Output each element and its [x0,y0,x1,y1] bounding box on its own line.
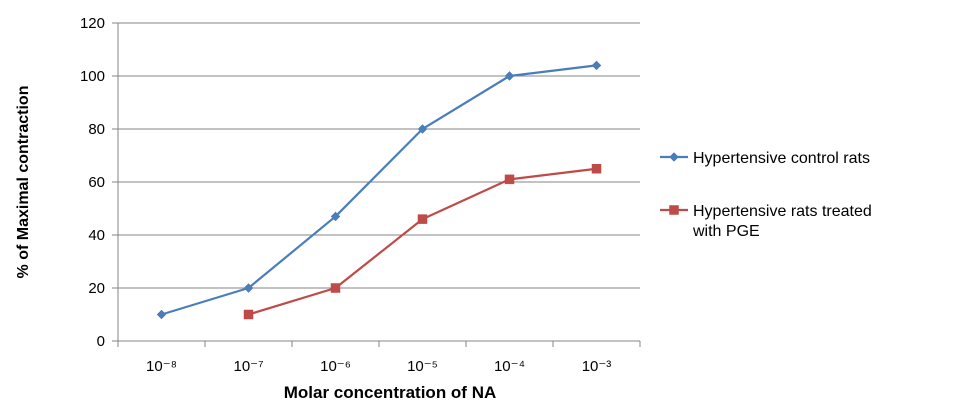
data-point [330,283,341,293]
series-line [161,64,597,316]
data-point [504,174,515,185]
legend-label: Hypertensive rats treated with PGE [692,203,872,240]
x-tick-labels: 10⁻⁸ 10⁻⁷ 10⁻⁶ 10⁻⁵ 10⁻⁴ 10⁻³ [146,358,611,375]
y-tick-label: 0 [97,333,105,350]
legend-item-1: Hypertensive control rats [660,150,870,167]
data-point [504,71,515,81]
data-point [669,205,679,215]
data-point [243,309,254,320]
data-point [417,124,428,134]
data-point [156,309,167,320]
y-tick-label: 20 [88,280,105,297]
legend-label-line: Hypertensive rats treated [693,203,872,220]
series-group [156,60,602,320]
y-tick-label: 100 [80,68,105,85]
y-axis-title: % of Maximal contraction [15,86,32,279]
x-tick-label: 10⁻⁸ [146,358,177,375]
x-tick-label: 10⁻⁷ [233,358,263,375]
series-2 [243,164,602,320]
legend: Hypertensive control rats Hypertensive ra… [660,150,872,240]
y-tick-labels: 0 20 40 60 80 100 120 [80,15,105,350]
data-point [243,283,254,293]
legend-label-line: Hypertensive control rats [693,150,870,167]
data-point [591,164,602,174]
legend-label-line: with PGE [692,223,760,240]
legend-label: Hypertensive control rats [693,150,870,167]
series-1 [156,60,602,320]
data-point [669,152,679,162]
x-tick-label: 10⁻³ [582,358,612,375]
data-point [330,211,341,222]
x-tick-label: 10⁻⁶ [320,358,351,375]
x-axis-title: Molar concentration of NA [284,383,497,402]
y-tick-label: 60 [88,174,105,191]
x-tick-label: 10⁻⁴ [494,358,525,375]
data-point [417,214,428,224]
x-tick-label: 10⁻⁵ [407,358,438,375]
y-tick-label: 40 [88,227,105,244]
series-line [248,167,597,316]
axes [112,22,641,347]
gridlines [118,22,640,289]
legend-item-2: Hypertensive rats treated with PGE [660,203,872,240]
y-tick-label: 80 [88,121,105,138]
y-tick-label: 120 [80,15,105,32]
data-point [591,60,602,71]
